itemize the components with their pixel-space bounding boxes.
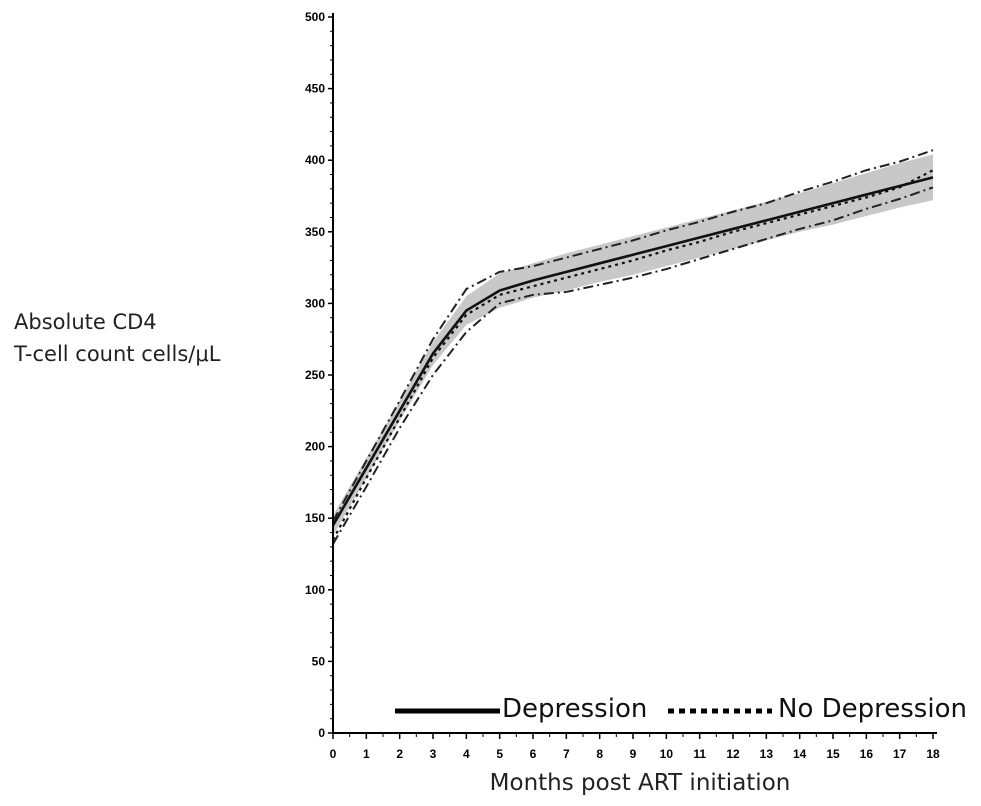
x-tick-label: 13 [760,747,774,761]
y-tick-label: 350 [305,225,325,239]
y-axis-label-line-1: Absolute CD4 [14,310,157,334]
x-tick-label: 14 [793,747,807,761]
interval-line-2 [332,149,934,522]
y-tick-label: 150 [305,511,325,525]
y-tick-label: 200 [305,440,325,454]
x-tick-label: 7 [563,747,570,761]
y-tick-label: 100 [305,583,325,597]
series-layer [331,149,934,545]
x-tick-label: 0 [330,747,337,761]
legend-label-no-depression: No Depression [776,694,969,724]
x-tick-label: 2 [396,747,403,761]
series-line-no-depression [332,169,934,541]
y-tick-label: 0 [318,726,325,740]
y-tick-label: 300 [305,296,325,310]
x-tick-label: 5 [496,747,503,761]
y-tick-label: 400 [305,153,325,167]
y-tick-label: 50 [312,654,326,668]
x-tick-label: 17 [893,747,907,761]
x-tick-label: 6 [530,747,537,761]
x-axis-label: Months post ART initiation [489,770,791,796]
legend-label-depression: Depression [500,694,650,724]
y-axis-label-line-2: T-cell count cells/μL [14,342,221,366]
x-tick-label: 12 [726,747,740,761]
x-tick-label: 18 [926,747,940,761]
x-tick-label: 15 [826,747,840,761]
x-tick-label: 9 [630,747,637,761]
y-tick-label: 450 [305,82,325,96]
x-tick-label: 8 [596,747,603,761]
confidence-band [333,154,933,536]
series-line-depression [331,176,934,527]
x-tick-label: 4 [463,747,470,761]
x-tick-label: 10 [660,747,674,761]
x-tick-label: 1 [363,747,370,761]
x-tick-label: 11 [693,747,706,761]
x-tick-label: 16 [860,747,874,761]
y-tick-label: 250 [305,368,325,382]
x-tick-label: 3 [430,747,437,761]
y-tick-label: 500 [305,10,325,24]
